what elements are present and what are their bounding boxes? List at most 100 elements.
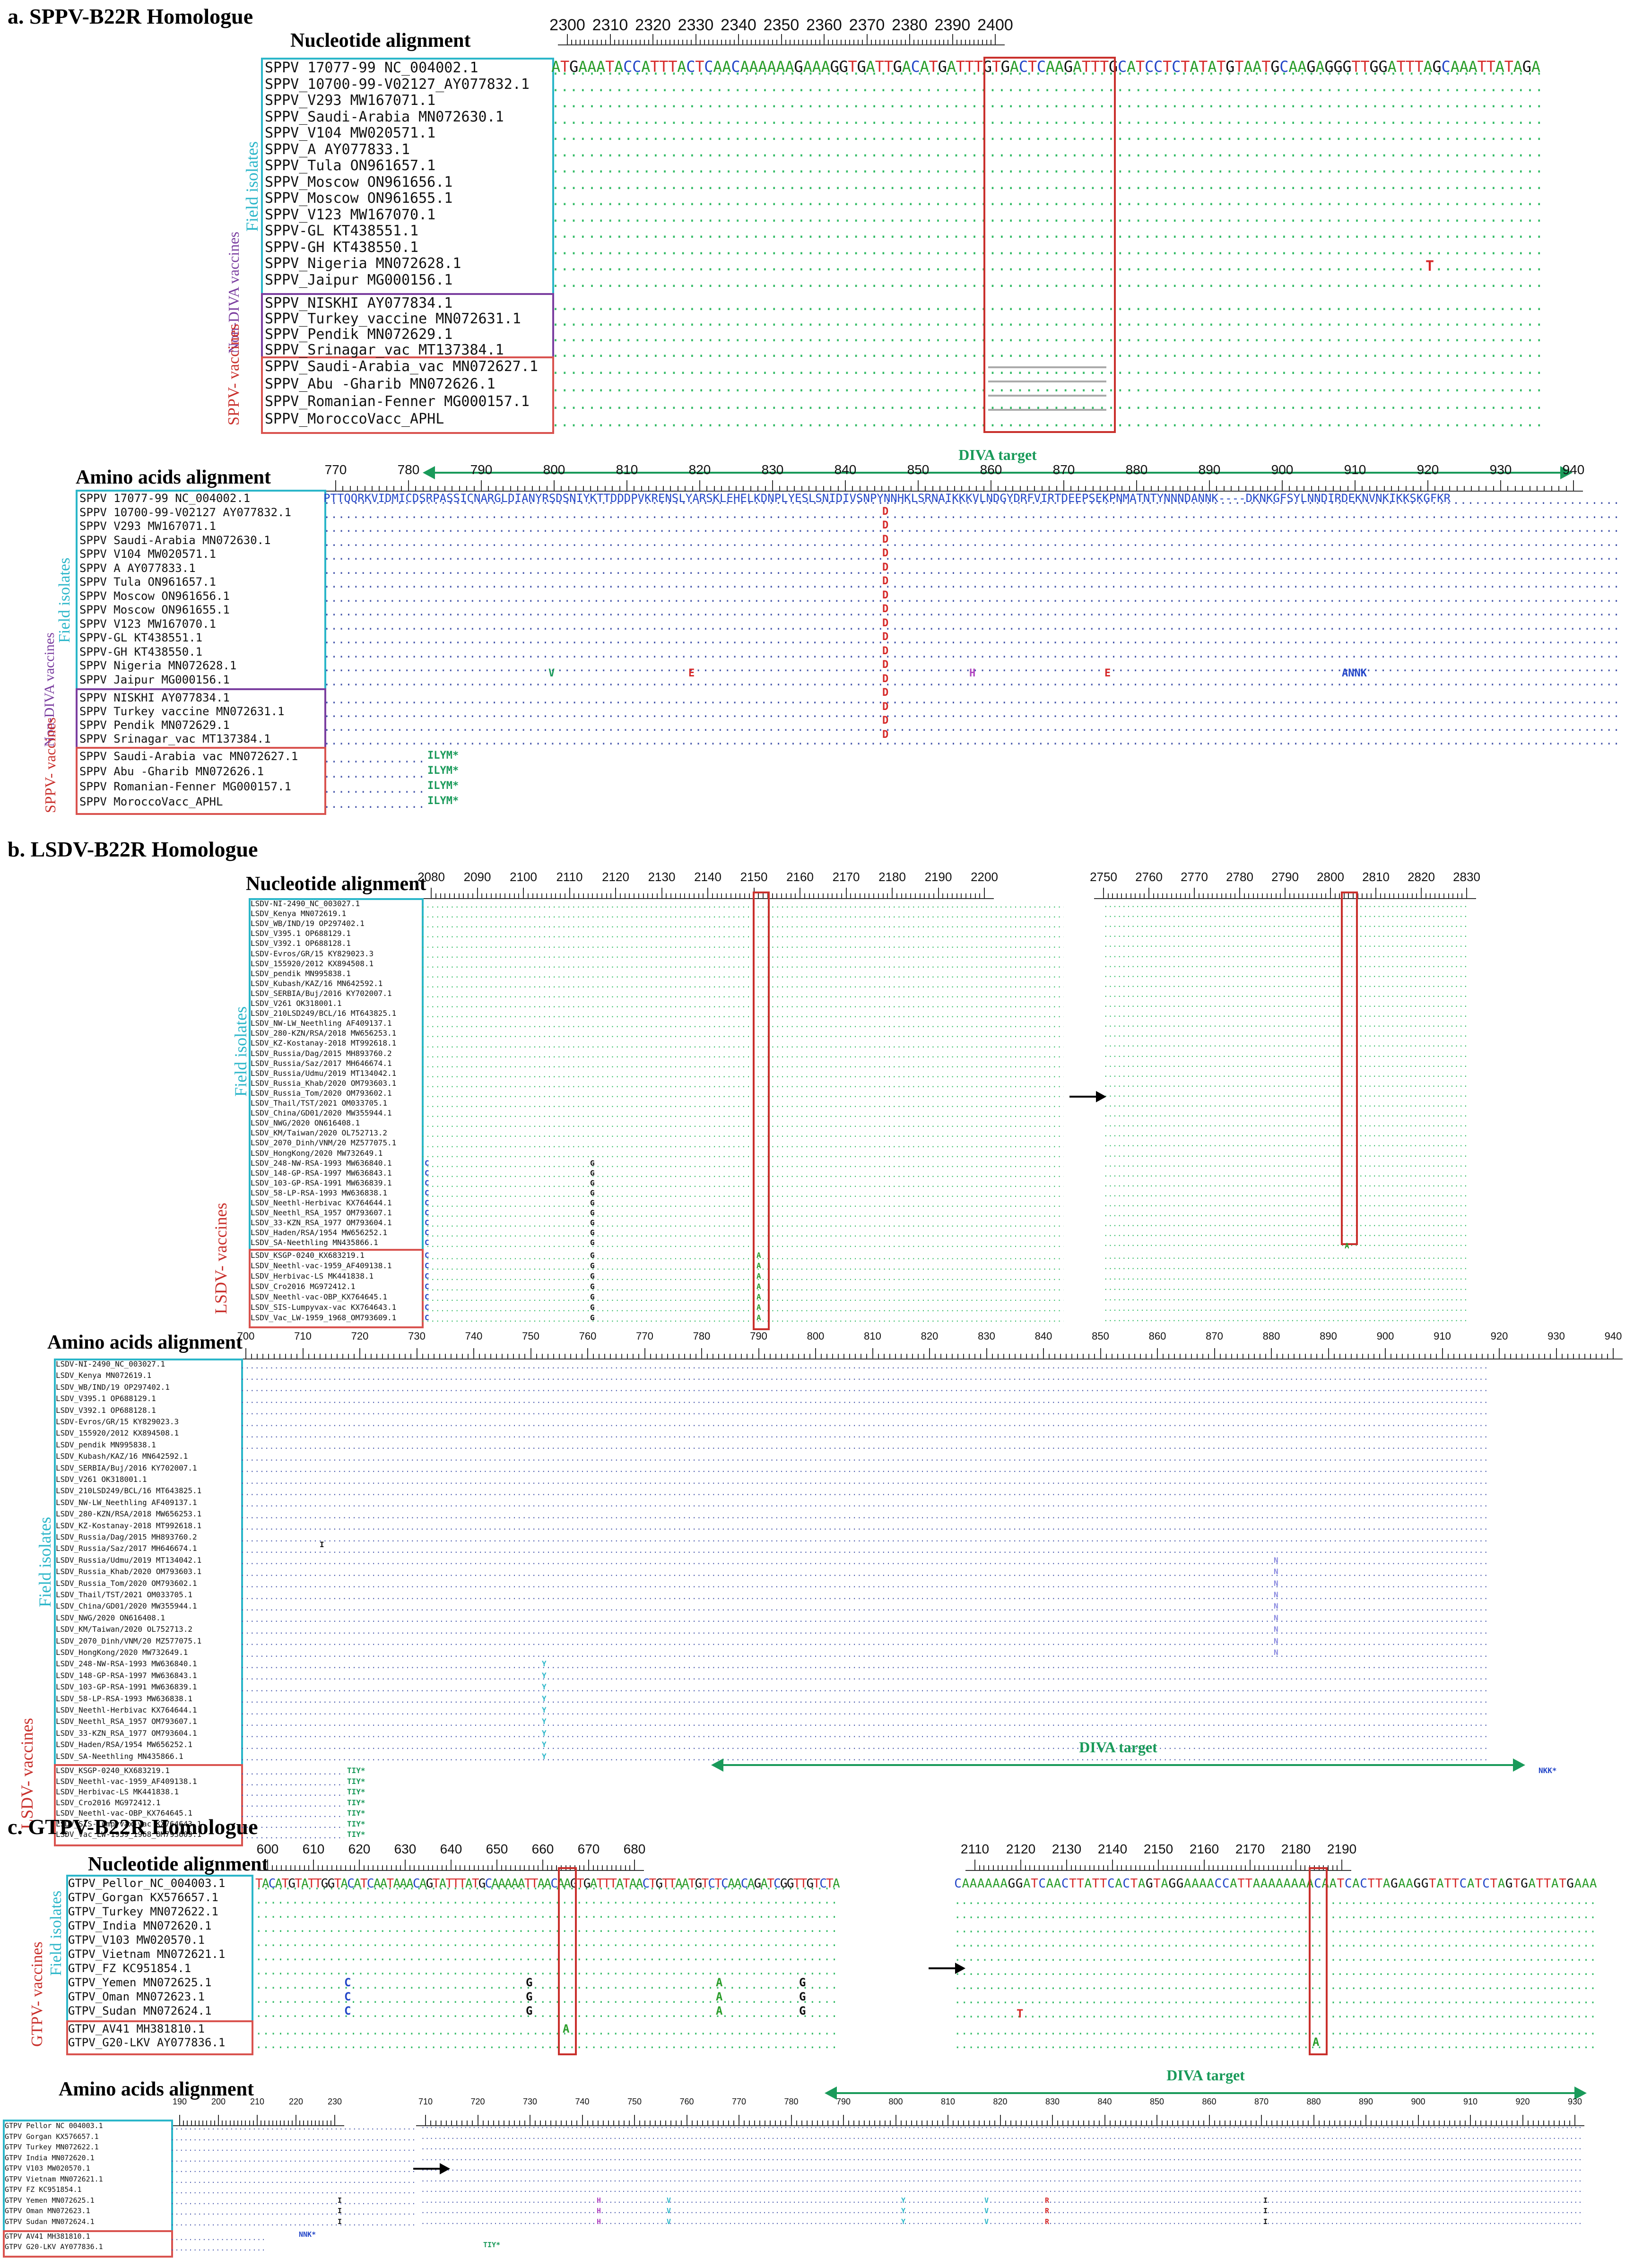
panel-c-aa-field-dots: ........................................…: [170, 2155, 416, 2164]
ruler-tick-minor: [849, 1354, 851, 1359]
panel-b-aa-field-name: LSDV_China/GD01/2020 MW355944.1: [56, 1601, 197, 1611]
ruler-tick-minor: [992, 1865, 994, 1870]
ruler-tick-minor: [736, 486, 737, 491]
base: T: [432, 1877, 440, 1891]
ruler-tick-minor: [821, 1354, 822, 1359]
ruler-label: 2350: [763, 16, 800, 34]
diva-target-label: DIVA target: [1079, 1739, 1157, 1756]
panel-c-aa-vaccine-dots: ......................: [170, 2233, 265, 2242]
ruler-tick-minor: [371, 1354, 372, 1359]
ruler-tick-minor: [610, 1354, 611, 1359]
ruler-tick-minor: [1391, 486, 1392, 491]
base: G: [327, 1877, 335, 1891]
ruler-tick-minor: [808, 893, 810, 898]
panel-b-nt-right-dots: ........................................…: [1104, 1262, 1468, 1271]
panel-c-aa-mutation-V2: V: [984, 2217, 989, 2226]
base: A: [749, 58, 758, 76]
panel-b-nt-field-name: LSDV_Thail/TST/2021 OM033705.1: [251, 1099, 387, 1108]
ruler-tick-minor: [611, 1865, 612, 1870]
base: G: [1566, 1877, 1574, 1891]
panel-b-aa-mutation-N: N: [1274, 1601, 1278, 1611]
ruler-label: 2140: [1097, 1842, 1128, 1856]
ruler-tick-minor: [622, 40, 624, 44]
ruler-tick-major: [1499, 1348, 1500, 1359]
ruler-tick-minor: [841, 40, 842, 44]
panel-b-aa-field-dots: ........................................…: [240, 1442, 1488, 1451]
ruler-tick-major: [952, 34, 953, 44]
panel-a-aa-field-name: SPPV Saudi-Arabia MN072630.1: [79, 533, 271, 547]
base: C: [954, 1877, 962, 1891]
base: T: [295, 1877, 302, 1891]
panel-b-nt-vac-mutation-G: G: [590, 1261, 595, 1270]
panel-b-nt-right-dots: ........................................…: [1104, 1139, 1468, 1149]
panel-c-aa-mutation-I2: I: [1263, 2196, 1268, 2205]
ruler-tick-minor: [433, 1354, 435, 1359]
ruler-tick-minor: [695, 1354, 696, 1359]
panel-b-nt-field-dots: ........................................…: [421, 1010, 1064, 1020]
panel-c-nt-field-name: GTPV_Vietnam MN072621.1: [68, 1948, 226, 1961]
ruler-tick-major: [567, 34, 568, 44]
ruler-tick-minor: [1567, 1354, 1568, 1359]
ruler-tick-minor: [510, 1865, 512, 1870]
ruler-tick-minor: [679, 893, 681, 898]
ruler-tick-minor: [1163, 1354, 1164, 1359]
ruler-tick-minor: [752, 1354, 754, 1359]
panel-b-nt-vac-mutation-C: C: [425, 1292, 429, 1301]
ruler-tick-minor: [1405, 486, 1407, 491]
ruler-tick-minor: [495, 486, 496, 491]
ruler-tick-minor: [1260, 486, 1261, 491]
ruler-tick-minor: [914, 893, 916, 898]
ruler-tick-minor: [988, 1865, 990, 1870]
ruler-tick-minor: [873, 893, 874, 898]
ruler-tick-minor: [1005, 486, 1006, 491]
ruler-tick-minor: [943, 40, 945, 44]
ruler-tick-minor: [1006, 1865, 1008, 1870]
ruler-tick-minor: [896, 893, 897, 898]
ruler-tick-minor: [1105, 1354, 1107, 1359]
ruler-tick-minor: [478, 1865, 479, 1870]
ruler-tick-minor: [479, 1354, 480, 1359]
base: A: [803, 58, 812, 76]
panel-b-nt-field-dots: ........................................…: [421, 920, 1064, 930]
base: T: [1475, 1877, 1482, 1891]
panel-b-aa-field-name: LSDV_KM/Taiwan/2020 OL752713.2: [56, 1625, 192, 1634]
base: T: [1375, 1877, 1383, 1891]
ruler-tick-minor: [513, 893, 515, 898]
ruler-tick-minor: [274, 1354, 275, 1359]
ruler-tick-major: [974, 1860, 975, 1870]
ruler-tick-minor: [1389, 893, 1390, 898]
ruler-tick-minor: [1226, 1865, 1228, 1870]
ruler-label: 700: [237, 1330, 255, 1342]
ruler-tick-minor: [357, 486, 358, 491]
panel-b-aa-vaccine-name: LSDV_Vac_LW-1959_1968_OM793609.1: [56, 1830, 202, 1839]
ruler-tick-major: [1148, 888, 1149, 898]
ruler-tick-minor: [974, 893, 976, 898]
panel-b-nt-field-dots: ........................................…: [421, 930, 1064, 940]
panel-b-nt-field-dots: ........................................…: [421, 1200, 1064, 1209]
ruler-tick-minor: [1191, 1354, 1192, 1359]
ruler-tick-minor: [509, 893, 510, 898]
panel-b-aa-field-dots: ........................................…: [240, 1603, 1488, 1613]
panel-c-aa-mutation-Y: Y: [901, 2207, 906, 2215]
ruler-tick-minor: [1187, 486, 1188, 491]
panel-c-aa-field-name: GTPV FZ KC951854.1: [5, 2185, 82, 2194]
ruler-label: 820: [688, 462, 711, 477]
ruler-tick-minor: [1362, 893, 1363, 898]
panel-b-nt-right-dots: ........................................…: [1104, 1283, 1468, 1292]
ruler-tick-minor: [1316, 1354, 1318, 1359]
ruler-tick-major: [1500, 480, 1501, 491]
panel-b-nt-field-name: LSDV_Russia/Dag/2015 MH893760.2: [251, 1048, 392, 1058]
ruler-tick-minor: [772, 893, 773, 898]
panel-b-nt-field-dots: ........................................…: [421, 1070, 1064, 1079]
ruler-tick-minor: [1398, 486, 1399, 491]
ruler-tick-minor: [827, 893, 828, 898]
ruler-label: 2370: [849, 16, 885, 34]
panel-b-aa-field-dots: ........................................…: [240, 1407, 1488, 1417]
panel-b-nt-mutation-G: G: [590, 1218, 595, 1228]
ruler-tick-major: [1209, 480, 1210, 491]
ruler-tick-minor: [1464, 486, 1465, 491]
ruler-tick-minor: [1189, 893, 1191, 898]
panel-b-nt-right-dots: ........................................…: [1104, 1252, 1468, 1261]
panel-b-nt-right-dots: ........................................…: [1104, 1179, 1468, 1188]
panel-a-nt-field-name: SPPV_A AY077833.1: [265, 141, 410, 158]
